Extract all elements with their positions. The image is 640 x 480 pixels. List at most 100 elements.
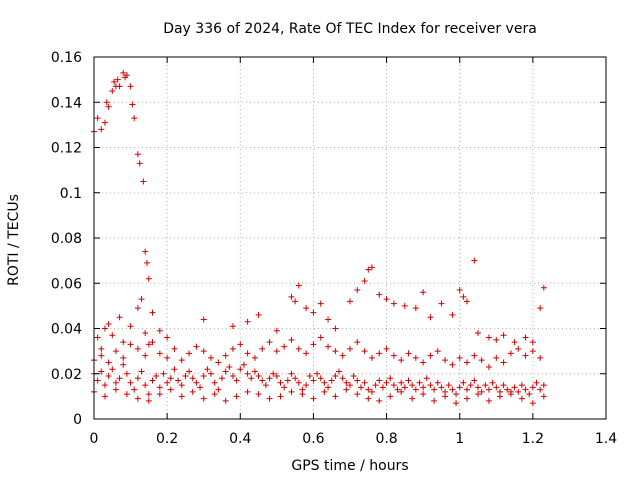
data-point — [266, 375, 273, 382]
data-point — [456, 384, 463, 391]
data-point — [120, 361, 127, 368]
data-point — [156, 391, 163, 398]
data-point — [456, 287, 463, 294]
data-point — [500, 332, 507, 339]
data-point — [347, 298, 353, 305]
data-point — [368, 354, 375, 361]
data-point — [186, 350, 193, 357]
data-point — [420, 289, 427, 296]
data-point — [145, 397, 152, 404]
data-point — [431, 386, 438, 393]
y-tick-label: 0.1 — [60, 186, 82, 202]
data-point — [116, 314, 123, 321]
data-point — [438, 384, 445, 391]
data-point — [288, 293, 295, 300]
data-point — [101, 325, 108, 332]
data-point — [266, 339, 273, 346]
data-point — [127, 323, 134, 330]
data-point — [255, 373, 262, 380]
data-point — [405, 350, 412, 357]
data-point — [376, 397, 383, 404]
data-point — [251, 368, 258, 375]
data-point — [138, 296, 145, 303]
data-point — [105, 103, 112, 110]
data-point — [109, 87, 116, 94]
data-point — [109, 366, 116, 373]
data-point — [398, 357, 405, 364]
data-point — [284, 377, 291, 384]
data-point — [149, 339, 156, 346]
y-tick-label: 0.14 — [51, 95, 82, 111]
data-point — [471, 377, 478, 384]
data-point — [464, 386, 471, 393]
data-point — [515, 345, 522, 352]
data-point — [423, 375, 430, 382]
data-point — [449, 311, 456, 318]
data-point — [266, 395, 273, 402]
data-point — [376, 377, 383, 384]
data-point — [229, 373, 236, 380]
x-tick-label: 0.4 — [229, 431, 251, 447]
data-point — [361, 348, 368, 355]
data-point — [493, 336, 500, 343]
data-point — [431, 397, 438, 404]
data-point — [354, 377, 361, 384]
data-point — [310, 341, 317, 348]
data-point — [500, 359, 507, 366]
data-point — [332, 373, 339, 380]
data-point — [270, 370, 277, 377]
y-tick-label: 0.06 — [51, 276, 82, 292]
data-point — [178, 393, 185, 400]
data-point — [204, 366, 211, 373]
data-point — [182, 373, 189, 380]
data-point — [475, 391, 481, 398]
data-point — [145, 391, 152, 398]
data-point — [365, 395, 372, 402]
data-point — [354, 339, 361, 346]
data-point — [123, 72, 130, 79]
data-point — [94, 334, 101, 341]
data-point — [464, 298, 471, 305]
data-point — [347, 345, 353, 352]
data-point — [112, 348, 119, 355]
data-point — [409, 395, 416, 402]
data-point — [98, 352, 105, 359]
data-point — [138, 368, 145, 375]
data-point — [420, 384, 427, 391]
data-point — [248, 375, 255, 382]
grid — [94, 57, 606, 419]
data-point — [197, 384, 204, 391]
data-point — [314, 370, 321, 377]
axis-ticks — [93, 56, 607, 420]
data-point — [105, 320, 112, 327]
data-point — [295, 345, 302, 352]
data-point — [354, 391, 361, 398]
data-point — [449, 386, 456, 393]
x-tick-label: 0.6 — [302, 431, 324, 447]
data-point — [540, 284, 547, 291]
data-point — [310, 377, 317, 384]
data-point — [383, 296, 390, 303]
data-point — [120, 69, 127, 76]
data-point — [295, 379, 302, 386]
x-tick-label: 1.4 — [595, 431, 617, 447]
data-point — [343, 386, 350, 393]
data-point — [379, 384, 386, 391]
data-point — [427, 314, 434, 321]
data-point — [178, 382, 185, 389]
data-point — [255, 391, 262, 398]
data-point — [383, 345, 390, 352]
data-point — [233, 393, 240, 400]
y-tick-labels: 0 0.02 0.04 0.06 0.08 0.1 0.12 0.14 0.16 — [51, 50, 82, 428]
data-point — [193, 379, 200, 386]
data-point — [365, 266, 372, 273]
data-point — [222, 368, 229, 375]
data-point — [449, 361, 456, 368]
x-axis-label: GPS time / hours — [291, 458, 408, 474]
y-tick-label: 0.12 — [51, 141, 82, 157]
data-point — [328, 377, 335, 384]
data-point — [288, 388, 295, 395]
data-point — [105, 359, 112, 366]
data-point — [281, 343, 288, 350]
data-point — [134, 305, 141, 312]
